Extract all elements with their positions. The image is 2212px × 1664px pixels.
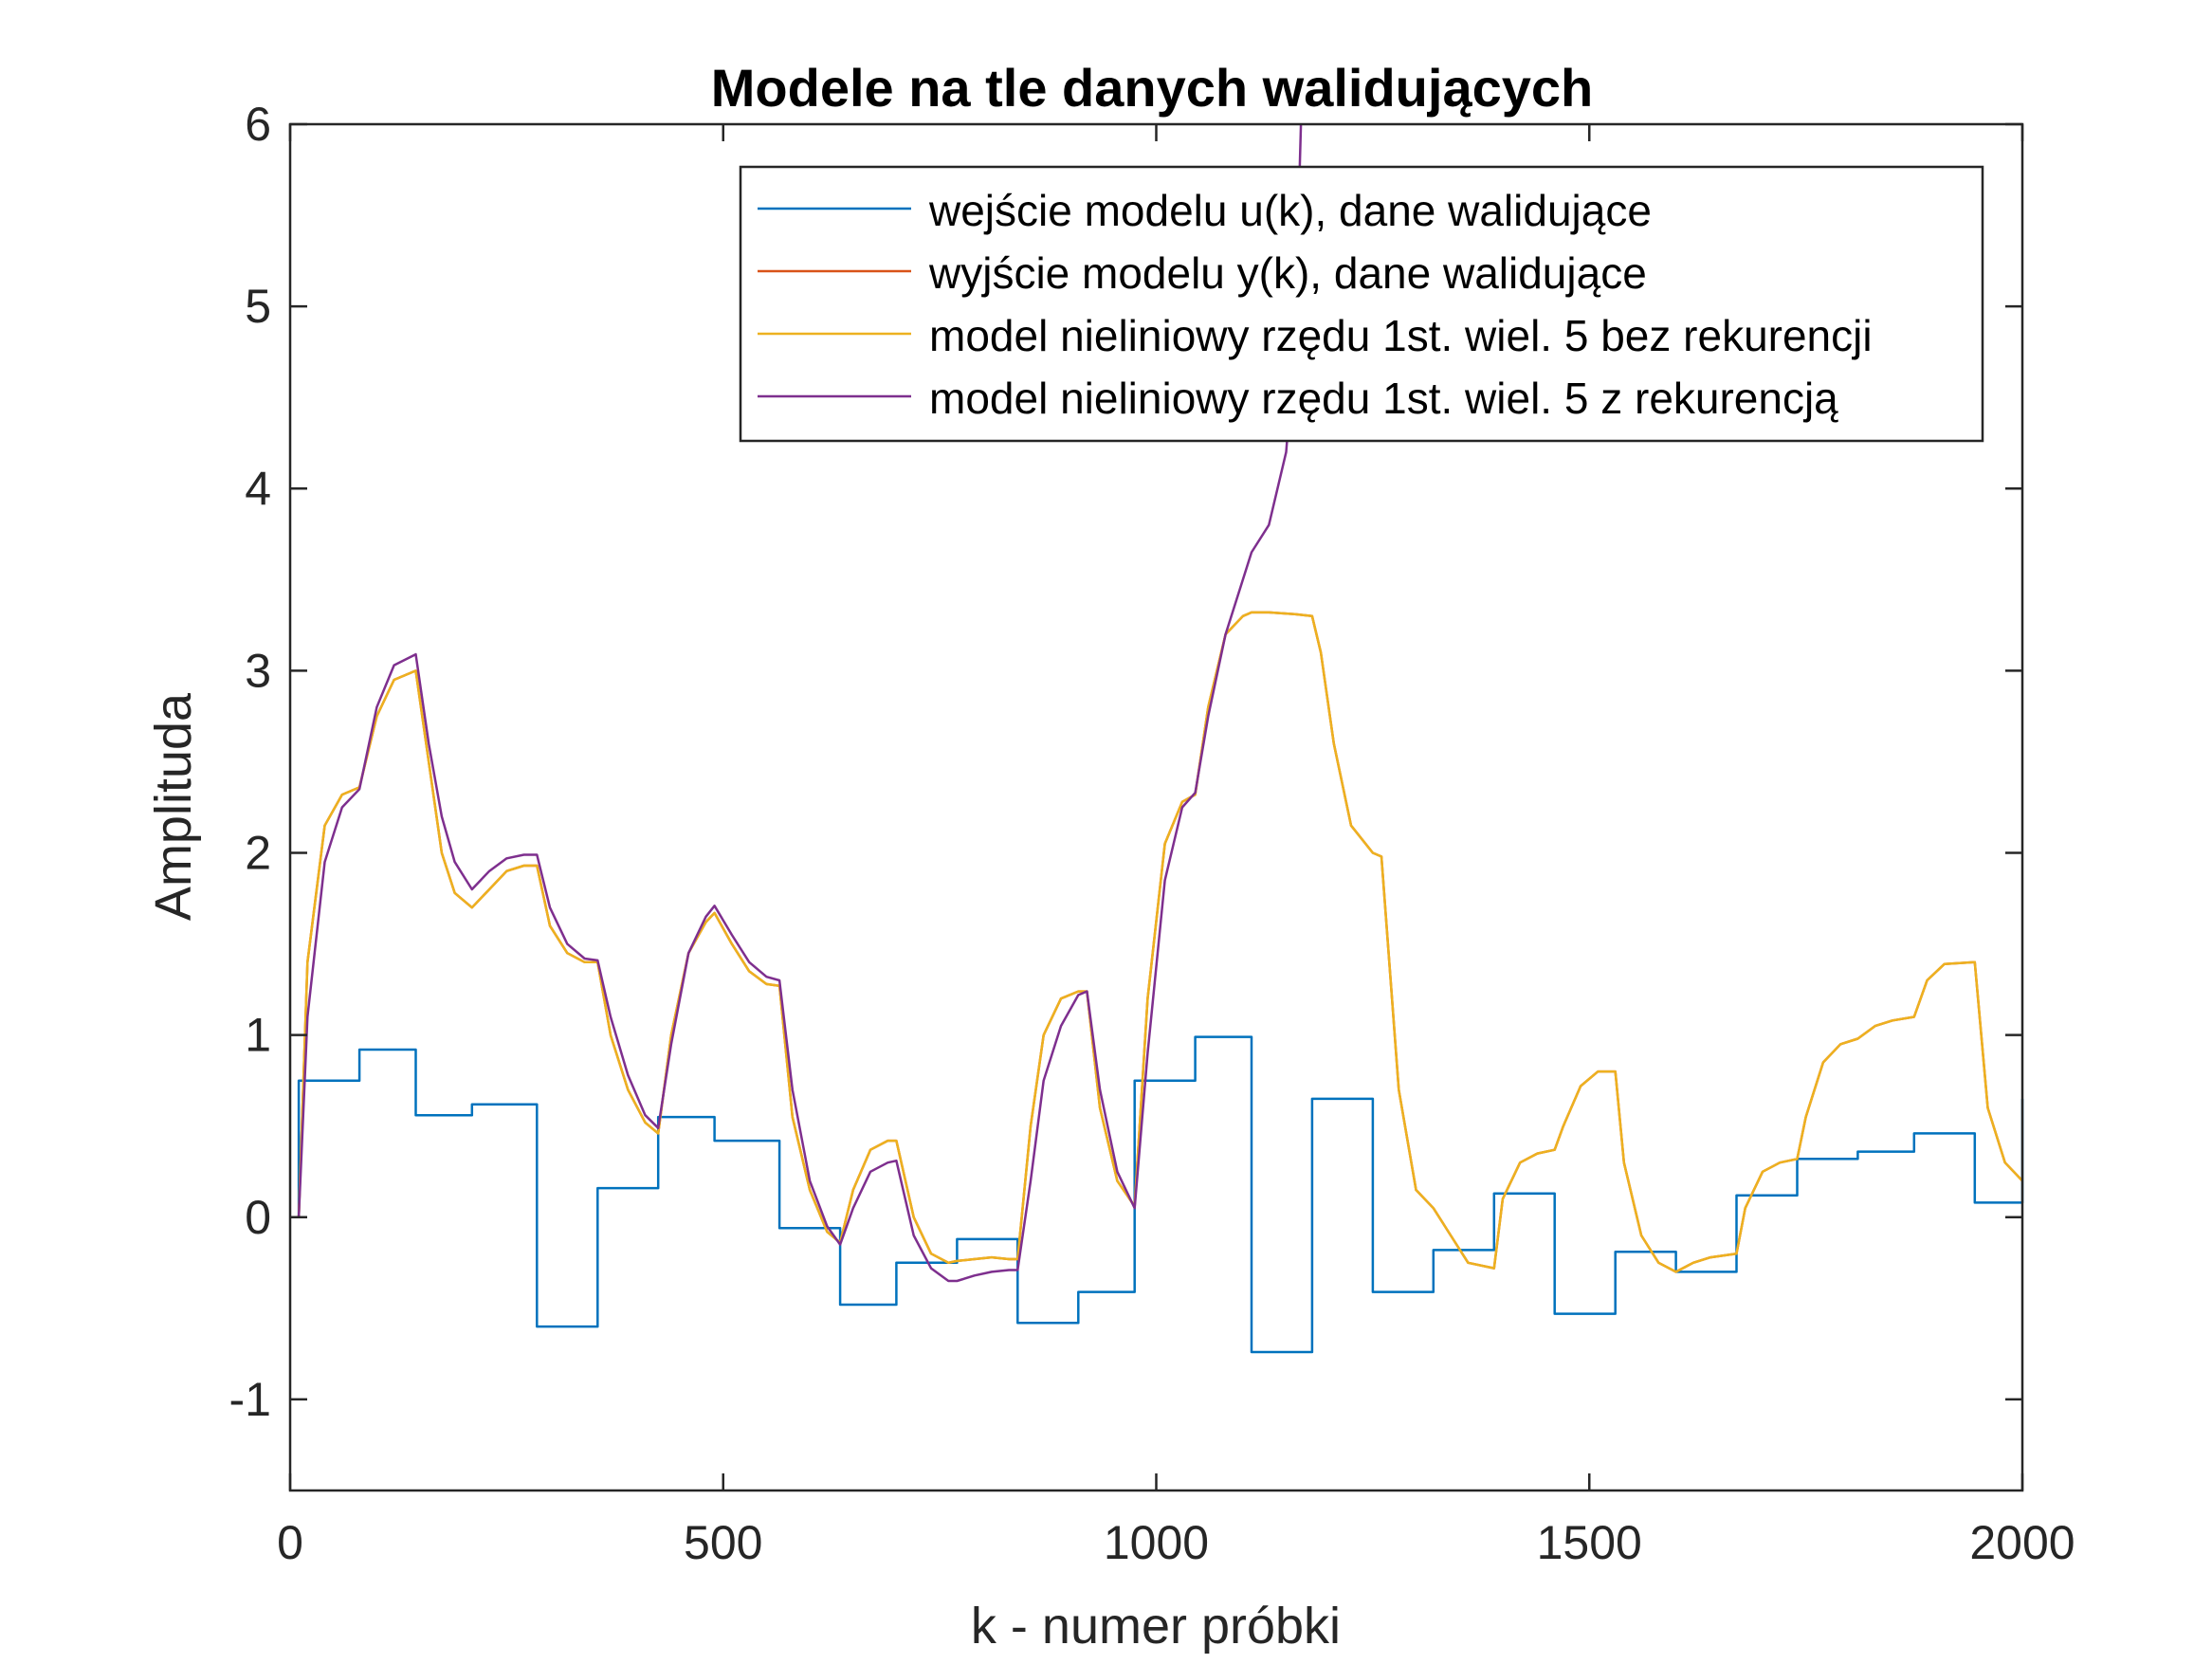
y-tick-label-1: 0 bbox=[245, 1191, 271, 1244]
y-tick-label-4: 3 bbox=[245, 644, 271, 697]
legend-entry-3: model nieliniowy rzędu 1st. wiel. 5 z re… bbox=[929, 374, 1838, 423]
legend: wejście modelu u(k), dane walidujące wyj… bbox=[739, 165, 1984, 443]
y-tick-label-0: -1 bbox=[229, 1373, 271, 1426]
x-tick-label-3: 1500 bbox=[1537, 1516, 1642, 1569]
tick-layer: 0 500 1000 1500 2000 -1 0 1 2 3 4 5 6 bbox=[229, 98, 2075, 1569]
legend-entry-2: model nieliniowy rzędu 1st. wiel. 5 bez … bbox=[929, 311, 1873, 360]
x-tick-label-4: 2000 bbox=[1969, 1516, 2075, 1569]
x-tick-label-0: 0 bbox=[277, 1516, 303, 1569]
y-tick-label-2: 1 bbox=[245, 1009, 271, 1062]
chart-title: Modele na tle danych walidujących bbox=[711, 58, 1593, 118]
y-tick-label-6: 5 bbox=[245, 280, 271, 333]
legend-box bbox=[739, 165, 1984, 443]
y-tick-label-3: 2 bbox=[245, 827, 271, 880]
y-axis-label: Amplituda bbox=[145, 692, 202, 921]
legend-entry-1: wyjście modelu y(k), dane walidujące bbox=[928, 248, 1647, 298]
series-line-3 bbox=[290, 123, 1303, 1283]
x-axis-label: k - numer próbki bbox=[971, 1598, 1341, 1655]
x-tick-label-2: 1000 bbox=[1104, 1516, 1209, 1569]
series-line-2 bbox=[290, 611, 2023, 1273]
x-tick-label-1: 500 bbox=[684, 1516, 762, 1569]
series-layer bbox=[290, 123, 2024, 1354]
series-line-0 bbox=[290, 1035, 2024, 1354]
y-tick-label-7: 6 bbox=[245, 98, 271, 151]
y-tick-label-5: 4 bbox=[245, 462, 271, 515]
legend-entry-0: wejście modelu u(k), dane walidujące bbox=[928, 186, 1652, 235]
